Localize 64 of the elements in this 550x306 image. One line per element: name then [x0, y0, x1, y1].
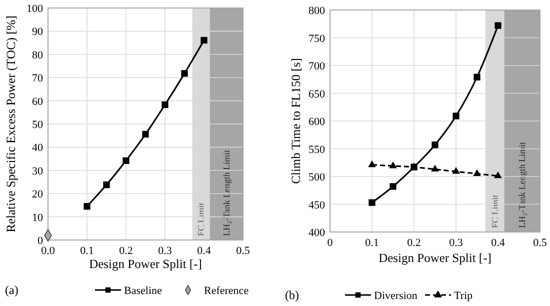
band-label: LH₂-Tank Length Limit — [517, 142, 528, 228]
y-tick-label: 750 — [308, 32, 326, 45]
y-tick-label: 600 — [308, 116, 326, 128]
y-tick-label: 90 — [32, 26, 44, 38]
y-tick-label: 500 — [308, 172, 326, 184]
legend-label: Reference — [204, 285, 249, 297]
point — [84, 203, 90, 210]
x-tick-label: 0.1 — [365, 237, 379, 249]
y-tick-label: 800 — [308, 5, 326, 17]
point — [390, 183, 396, 190]
point — [474, 74, 480, 80]
point — [103, 181, 110, 188]
point — [452, 167, 460, 174]
y-tick-label: 400 — [308, 227, 326, 239]
point — [389, 161, 397, 168]
point — [122, 157, 130, 164]
point — [368, 160, 376, 168]
legend-label: Baseline — [124, 285, 162, 297]
point — [452, 112, 460, 120]
point — [494, 22, 502, 29]
x-tick-label: 0.2 — [407, 237, 421, 249]
x-axis-title: Design Power Split [-] — [378, 251, 492, 265]
x-tick-label: 0.2 — [119, 245, 133, 257]
point — [494, 171, 502, 178]
y-tick-label: 550 — [308, 144, 326, 156]
x-tick-label: 0 — [327, 237, 334, 249]
y-tick-label: 40 — [32, 142, 44, 154]
point — [432, 142, 438, 148]
band-label: LH₂-Tank Length Limit — [221, 150, 232, 236]
x-tick-label: 0.3 — [449, 237, 464, 249]
text: (a) — [5, 283, 18, 297]
y-tick-label: 100 — [26, 3, 44, 15]
y-tick-label: 700 — [308, 60, 326, 72]
x-tick-label: 0.5 — [236, 245, 250, 257]
y-tick-label: 20 — [32, 188, 44, 201]
x-tick-label: 0.5 — [533, 237, 548, 249]
y-tick-label: 80 — [32, 49, 44, 62]
point — [431, 164, 439, 172]
point — [162, 101, 168, 108]
point — [142, 130, 149, 138]
point — [473, 169, 481, 176]
text: (b) — [285, 288, 299, 302]
point — [181, 70, 188, 77]
x-tick-label: 0.4 — [491, 237, 506, 249]
band-label: FC Limit — [196, 202, 206, 236]
y-tick-label: 60 — [32, 96, 44, 108]
y-axis-title: Relative Specific Excess Power (TOC) [%] — [4, 16, 18, 232]
legend-label: Trip — [454, 290, 474, 302]
y-tick-label: 30 — [32, 165, 44, 178]
x-tick-label: 0.1 — [80, 245, 94, 257]
point — [368, 199, 376, 206]
y-tick-label: 650 — [308, 88, 326, 100]
band-label: FC Limit — [490, 194, 500, 228]
y-tick-label: 10 — [32, 212, 44, 224]
x-tick-label: 0.4 — [197, 245, 212, 257]
y-axis-title: Climb Time to FL150 [s] — [289, 58, 303, 184]
point — [200, 36, 208, 44]
y-tick-label: 70 — [32, 72, 44, 85]
x-axis-title: Design Power Split [-] — [89, 257, 202, 271]
legend-label: Diversion — [374, 290, 418, 302]
x-tick-label: 0.0 — [41, 245, 56, 257]
x-tick-label: 0.3 — [158, 245, 172, 257]
y-tick-label: 450 — [308, 199, 326, 212]
y-tick-label: 50 — [32, 119, 44, 131]
